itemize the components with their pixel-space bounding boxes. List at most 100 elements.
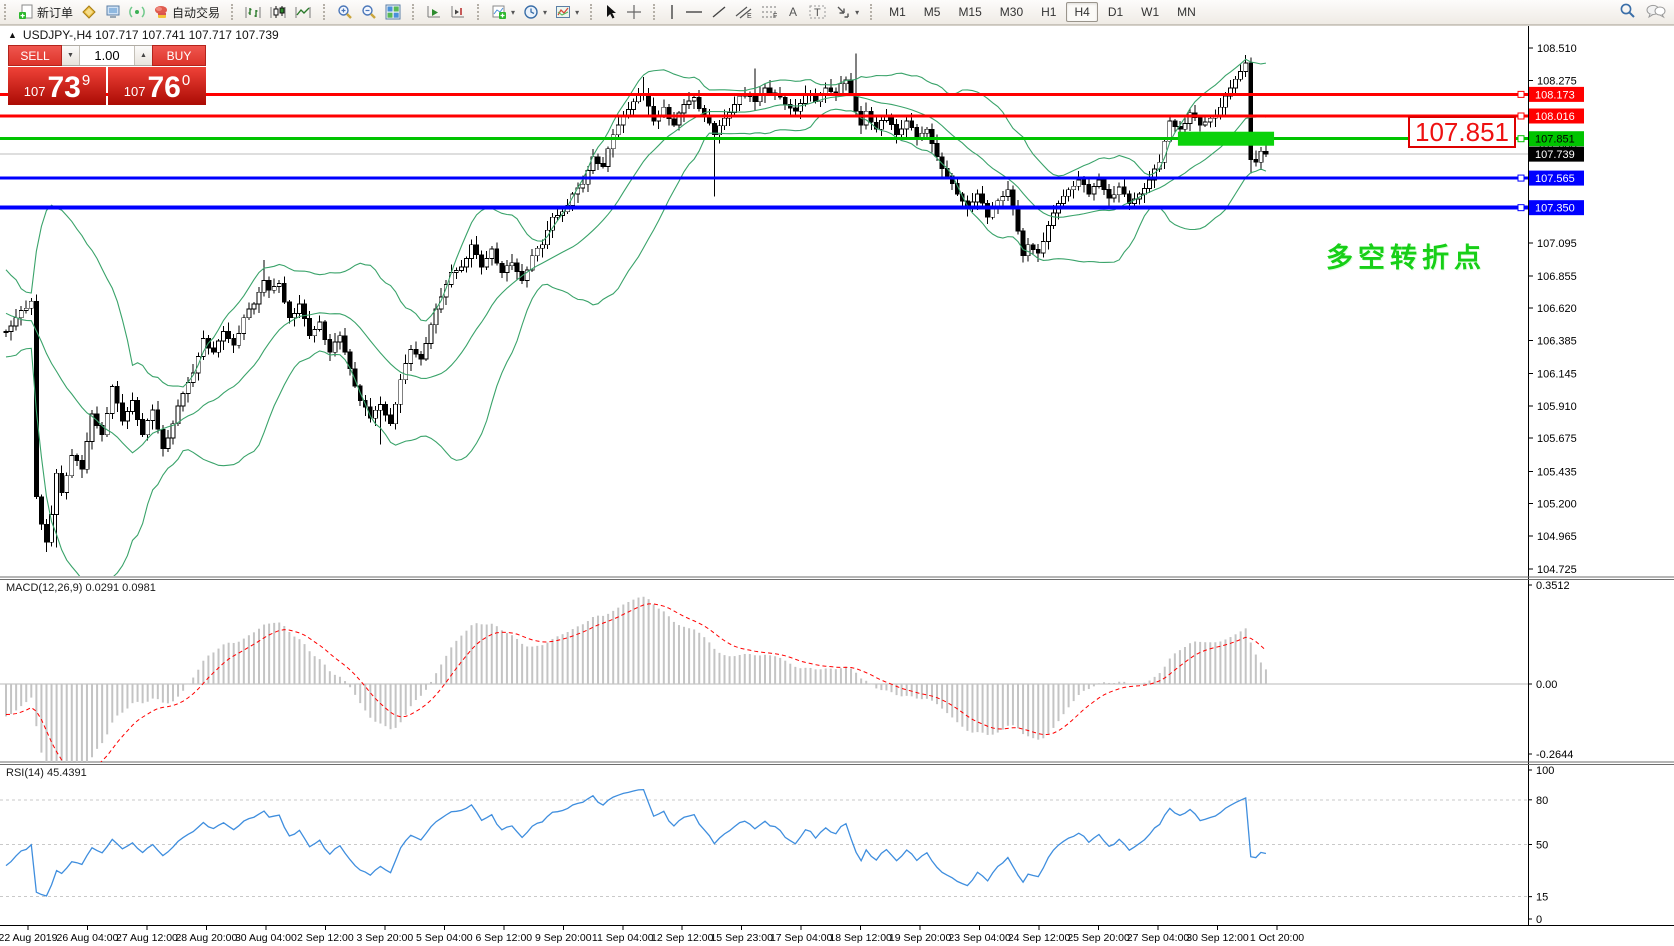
- svg-text:108.173: 108.173: [1535, 89, 1575, 101]
- svg-text:0.3512: 0.3512: [1536, 580, 1570, 592]
- periods-button[interactable]: ▾: [519, 1, 551, 23]
- svg-text:106.385: 106.385: [1537, 336, 1577, 348]
- horizontal-line-button[interactable]: [681, 1, 707, 23]
- sell-price-pip: 9: [81, 72, 91, 89]
- price-axis[interactable]: 108.510108.275108.040107.800107.565107.3…: [1528, 25, 1584, 925]
- horizontal-line-icon: [685, 4, 703, 20]
- toolbar-grip[interactable]: [412, 4, 419, 20]
- toolbar-right: [1619, 0, 1666, 24]
- toolbar-grip[interactable]: [653, 4, 660, 20]
- fibonacci-button[interactable]: F: [757, 1, 783, 23]
- dropdown-caret-icon: ▾: [543, 7, 548, 17]
- text-button[interactable]: A: [783, 1, 805, 23]
- timeframe-button-d1[interactable]: D1: [1107, 5, 1124, 19]
- line-chart-button[interactable]: [291, 1, 316, 23]
- volume-input[interactable]: [79, 46, 135, 65]
- svg-text:18 Sep 12:00: 18 Sep 12:00: [829, 932, 892, 944]
- toolbar-grip[interactable]: [590, 4, 597, 20]
- bar-chart-button[interactable]: [241, 1, 266, 23]
- line-handle: [1517, 112, 1525, 120]
- svg-text:105.435: 105.435: [1537, 466, 1577, 478]
- timeframe-button-m5[interactable]: M5: [923, 5, 941, 19]
- svg-text:5 Sep 04:00: 5 Sep 04:00: [416, 932, 473, 944]
- svg-text:30 Aug 04:00: 30 Aug 04:00: [235, 932, 297, 944]
- toolbar-grip[interactable]: [870, 4, 877, 20]
- timeframe-bar: M1 M5 M15 M30 H1 H4 D1 W1 MN: [866, 1, 1208, 23]
- highlight-segment[interactable]: [1177, 131, 1275, 146]
- timeframe-button-mn[interactable]: MN: [1177, 5, 1196, 19]
- toolbar-grip[interactable]: [231, 4, 238, 20]
- toolbar-group-charttype: [227, 1, 319, 23]
- add-indicator-button[interactable]: ▾: [487, 1, 519, 23]
- candle-chart-button[interactable]: [266, 1, 291, 23]
- chart-title-bar: ▲ USDJPY-,H4 107.717 107.741 107.717 107…: [8, 28, 279, 42]
- auto-scroll-button[interactable]: [422, 1, 446, 23]
- signals-button[interactable]: [125, 1, 149, 23]
- svg-text:24 Sep 12:00: 24 Sep 12:00: [1008, 932, 1071, 944]
- volume-decrease-button[interactable]: ▼: [62, 46, 79, 65]
- search-icon[interactable]: [1619, 2, 1636, 22]
- zoom-in-button[interactable]: [333, 1, 357, 23]
- timeframe-button-h1[interactable]: H1: [1041, 5, 1057, 19]
- zoom-out-button[interactable]: [357, 1, 381, 23]
- macd-axis: 0.3512 0.00 -0.2644: [1528, 580, 1573, 761]
- periods-clock-icon: [523, 4, 539, 20]
- toolbar-grip[interactable]: [4, 4, 11, 20]
- sell-button[interactable]: SELL: [8, 45, 62, 66]
- chat-icon[interactable]: [1646, 3, 1666, 22]
- computer-icon: [105, 4, 121, 20]
- svg-text:15 Sep 23:00: 15 Sep 23:00: [710, 932, 773, 944]
- price-callout-label[interactable]: 107.851: [1408, 116, 1516, 148]
- toolbar-grip[interactable]: [477, 4, 484, 20]
- toolbar-grip[interactable]: [323, 4, 330, 20]
- timeframe-button-h4[interactable]: H4: [1066, 2, 1098, 22]
- timeframe-button-m15[interactable]: M15: [958, 5, 982, 19]
- line-handle: [1517, 135, 1525, 143]
- arrows-button[interactable]: ▾: [831, 1, 863, 23]
- tile-windows-button[interactable]: [381, 1, 405, 23]
- market-watch-button[interactable]: [77, 1, 101, 23]
- buy-price-button[interactable]: 107 76 0: [108, 67, 206, 105]
- zoom-in-icon: [337, 4, 353, 20]
- gold-icon: [81, 4, 97, 20]
- sell-price-button[interactable]: 107 73 9: [8, 67, 106, 105]
- buy-button[interactable]: BUY: [152, 45, 206, 66]
- vertical-line-button[interactable]: [663, 1, 681, 23]
- svg-text:0: 0: [1536, 914, 1542, 926]
- line-handle: [1517, 204, 1525, 212]
- tile-windows-icon: [385, 4, 401, 20]
- timeframe-button-m1[interactable]: M1: [889, 5, 906, 19]
- timeframe-button-m30[interactable]: M30: [999, 5, 1024, 19]
- chart-shift-button[interactable]: [446, 1, 470, 23]
- svg-text:6 Sep 12:00: 6 Sep 12:00: [475, 932, 532, 944]
- macd-layer: [0, 596, 1528, 762]
- toolbar-group-zoom: [319, 1, 408, 23]
- cursor-arrow-icon: [604, 4, 618, 20]
- trendline-button[interactable]: [707, 1, 731, 23]
- text-label-button[interactable]: T: [805, 1, 831, 23]
- svg-text:50: 50: [1536, 840, 1548, 852]
- templates-button[interactable]: ▾: [551, 1, 583, 23]
- collapse-panel-icon[interactable]: ▲: [8, 30, 17, 40]
- autotrade-button[interactable]: 自动交易: [149, 1, 224, 24]
- toolbar-group-scroll: [408, 1, 473, 23]
- rsi-indicator-label: RSI(14) 45.4391: [6, 767, 87, 779]
- volume-increase-button[interactable]: ▲: [135, 46, 152, 65]
- crosshair-icon: [626, 4, 642, 20]
- channel-button[interactable]: E: [731, 1, 757, 23]
- svg-text:108.275: 108.275: [1537, 75, 1577, 87]
- timeframe-button-w1[interactable]: W1: [1141, 5, 1160, 19]
- new-order-button[interactable]: 新订单: [14, 1, 77, 24]
- cursor-button[interactable]: [600, 1, 622, 23]
- trendline-icon: [711, 4, 727, 20]
- arrows-icon: [835, 4, 851, 20]
- signal-icon: [129, 4, 145, 20]
- crosshair-button[interactable]: [622, 1, 646, 23]
- buy-price-main: 76: [147, 71, 181, 104]
- svg-text:80: 80: [1536, 795, 1548, 807]
- terminal-button[interactable]: [101, 1, 125, 23]
- zoom-out-icon: [361, 4, 377, 20]
- text-label-icon: T: [809, 4, 827, 20]
